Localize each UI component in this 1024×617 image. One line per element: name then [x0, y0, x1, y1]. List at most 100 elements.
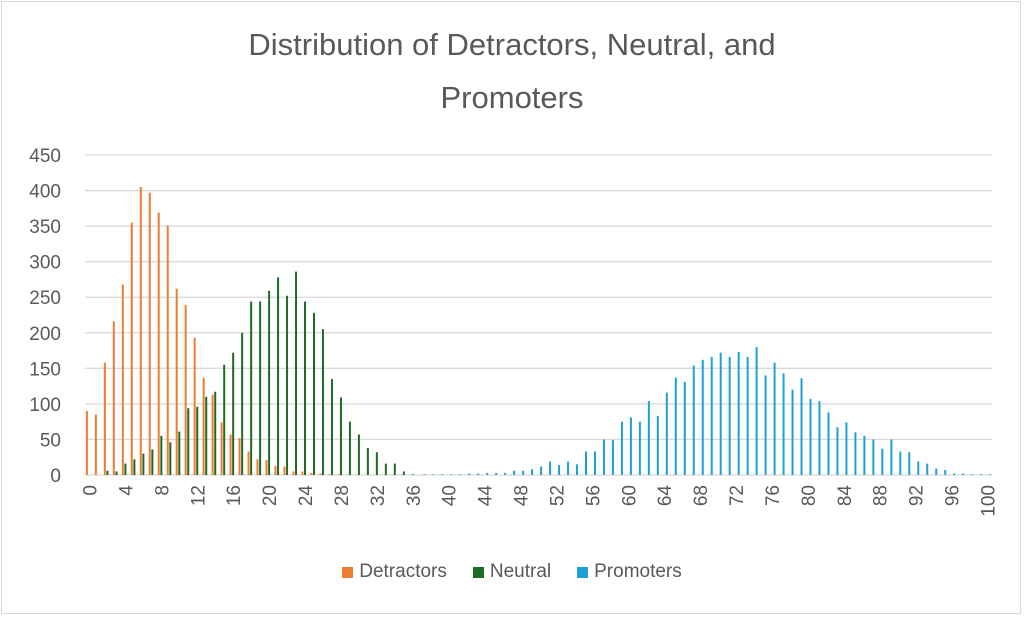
- legend-item-promoters: Promoters: [577, 561, 682, 583]
- bar-detractors: [220, 422, 223, 475]
- x-tick-label: 36: [404, 485, 425, 506]
- bar-detractors: [319, 473, 322, 475]
- bar-promoters: [809, 398, 812, 475]
- legend-swatch: [577, 566, 589, 578]
- legend-label: Promoters: [594, 561, 682, 582]
- bar-detractors: [94, 414, 97, 475]
- bar-neutral: [366, 447, 369, 475]
- x-tick-label: 4: [116, 485, 137, 496]
- x-tick-label: 12: [188, 485, 209, 506]
- bar-promoters: [989, 474, 992, 475]
- bar-promoters: [872, 439, 875, 475]
- x-tick-label: 64: [655, 485, 676, 507]
- x-tick-label: 48: [512, 485, 533, 506]
- bar-promoters: [450, 474, 453, 475]
- bar-detractors: [202, 377, 205, 475]
- bar-promoters: [486, 472, 489, 475]
- bar-neutral: [393, 463, 396, 475]
- bar-promoters: [620, 421, 623, 475]
- bar-detractors: [328, 474, 331, 475]
- bar-promoters: [504, 472, 507, 475]
- bar-neutral: [384, 463, 387, 475]
- bar-neutral: [106, 470, 109, 475]
- y-tick-label: 450: [29, 146, 61, 167]
- bar-promoters: [935, 468, 938, 475]
- x-tick-label: 20: [260, 485, 281, 506]
- x-tick-label: 60: [619, 485, 640, 506]
- bar-neutral: [411, 474, 414, 475]
- bar-neutral: [196, 406, 199, 475]
- bar-promoters: [567, 461, 570, 475]
- bar-promoters: [495, 472, 498, 475]
- x-tick-label: 52: [547, 485, 568, 506]
- bar-detractors: [310, 472, 313, 475]
- legend-swatch: [472, 566, 484, 578]
- bar-neutral: [133, 459, 136, 475]
- bar-detractors: [121, 284, 124, 475]
- bar-neutral: [339, 397, 342, 475]
- bar-promoters: [890, 439, 893, 475]
- bar-neutral: [321, 329, 324, 475]
- bar-promoters: [926, 463, 929, 475]
- bar-detractors: [112, 321, 115, 475]
- bar-promoters: [432, 474, 435, 475]
- bar-neutral: [187, 408, 190, 475]
- bar-neutral: [214, 391, 217, 475]
- bar-promoters: [638, 421, 641, 475]
- bar-promoters: [863, 435, 866, 475]
- bar-neutral: [142, 453, 145, 475]
- bar-neutral: [169, 442, 172, 475]
- legend-label: Neutral: [489, 561, 552, 582]
- bar-promoters: [800, 378, 803, 475]
- bar-neutral: [178, 431, 181, 475]
- x-tick-label: 40: [440, 485, 461, 506]
- y-tick-label: 400: [29, 182, 61, 203]
- bar-detractors: [337, 474, 340, 475]
- bar-neutral: [286, 295, 289, 475]
- legend: Detractors Neutral Promoters: [0, 561, 1024, 583]
- bar-neutral: [277, 277, 280, 475]
- chart-title-line-2: Promoters: [440, 80, 584, 115]
- bar-detractors: [247, 451, 250, 475]
- bar-promoters: [719, 352, 722, 475]
- x-tick-label: 8: [152, 485, 173, 496]
- bar-promoters: [755, 347, 758, 475]
- x-tick-label: 28: [332, 485, 353, 506]
- x-tick-label: 72: [727, 485, 748, 506]
- bar-promoters: [845, 422, 848, 475]
- bar-promoters: [477, 473, 480, 475]
- bar-neutral: [348, 421, 351, 475]
- bar-neutral: [124, 463, 127, 475]
- bar-neutral: [375, 452, 378, 475]
- chart-title-line-1: Distribution of Detractors, Neutral, and: [248, 27, 776, 62]
- x-tick-label: 80: [799, 485, 820, 506]
- y-tick-label: 200: [29, 324, 61, 345]
- bar-detractors: [85, 411, 88, 475]
- bar-promoters: [576, 464, 579, 475]
- y-tick-label: 300: [29, 253, 61, 274]
- bar-neutral: [312, 312, 315, 475]
- bar-promoters: [710, 356, 713, 475]
- bar-promoters: [962, 473, 965, 475]
- bar-promoters: [683, 381, 686, 475]
- bar-detractors: [283, 466, 286, 475]
- bar-promoters: [540, 466, 543, 475]
- bar-promoters: [827, 412, 830, 475]
- y-tick-label: 350: [29, 217, 61, 238]
- bar-neutral: [304, 301, 307, 475]
- bar-promoters: [836, 427, 839, 475]
- bar-neutral: [223, 364, 226, 475]
- x-tick-label: 0: [80, 485, 101, 496]
- bar-detractors: [103, 362, 106, 475]
- y-tick-label: 50: [40, 430, 61, 451]
- bar-promoters: [701, 359, 704, 475]
- bar-promoters: [773, 362, 776, 475]
- bar-neutral: [259, 301, 262, 475]
- bar-promoters: [746, 356, 749, 475]
- bar-promoters: [593, 451, 596, 475]
- bar-detractors: [265, 460, 268, 475]
- bar-promoters: [899, 451, 902, 475]
- bar-detractors: [175, 288, 178, 475]
- bar-neutral: [357, 434, 360, 475]
